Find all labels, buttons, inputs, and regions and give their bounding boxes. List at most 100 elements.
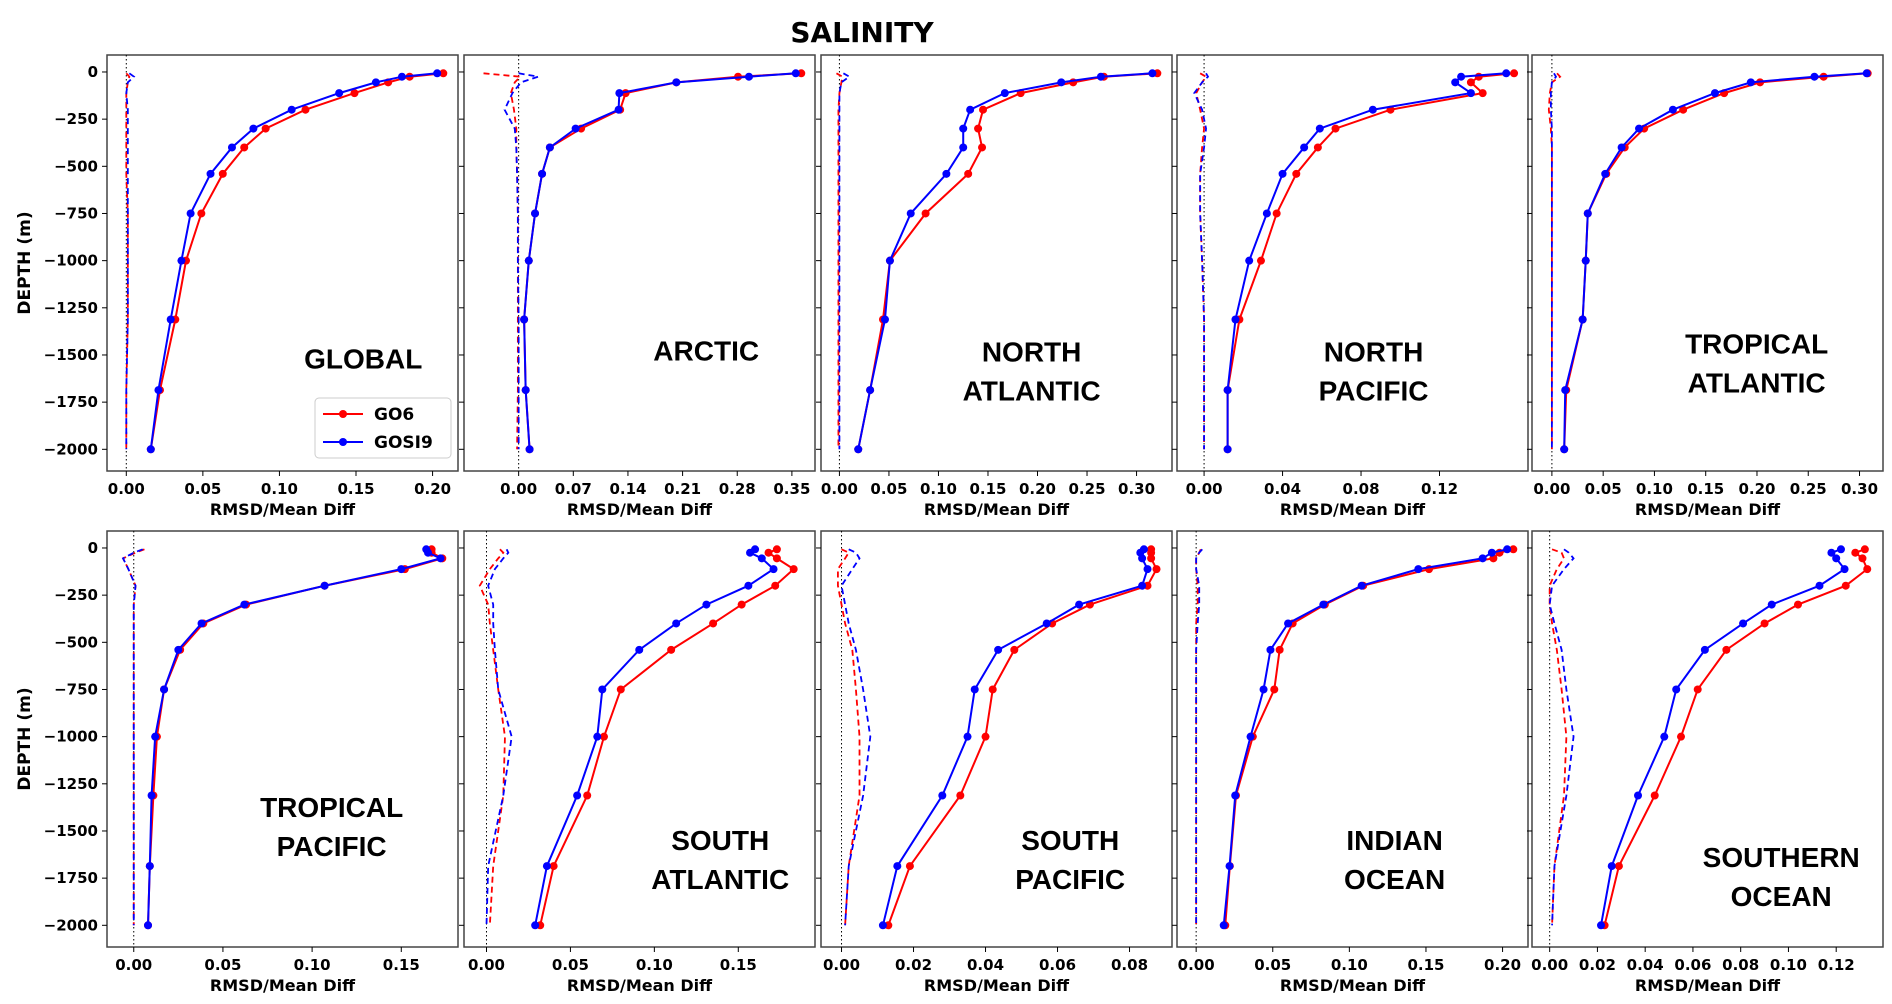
y-tick-label: −1500 xyxy=(44,346,98,364)
y-tick-label: −750 xyxy=(54,204,98,222)
region-label: OCEAN xyxy=(1344,864,1445,895)
x-tick-label: 0.25 xyxy=(1790,480,1827,498)
gosi9-rmsd-point xyxy=(791,69,800,78)
y-tick-label: −1750 xyxy=(44,869,98,887)
region-label: ATLANTIC xyxy=(963,376,1101,407)
x-axis-label: RMSD/Mean Diff xyxy=(1635,976,1781,995)
go6-rmsd-point xyxy=(764,548,773,557)
x-axis-label: RMSD/Mean Diff xyxy=(924,500,1070,519)
x-tick-label: 0.00 xyxy=(821,480,858,498)
region-label: TROPICAL xyxy=(260,792,403,823)
gosi9-rmsd-point xyxy=(521,386,530,395)
x-axis-label: RMSD/Mean Diff xyxy=(210,500,356,519)
panel-tropical-atlantic: 0.00 0.05 0.10 0.15 0.20 0.25 0.30 RMSD/Mean Di… xyxy=(1527,54,1884,519)
y-tick-label: −1250 xyxy=(44,299,98,317)
region-label: SOUTH xyxy=(1021,825,1119,856)
go6-rmsd-point xyxy=(988,685,997,694)
gosi9-rmsd-point xyxy=(1138,581,1147,590)
go6-rmsd-point xyxy=(240,143,249,152)
gosi9-rmsd-point xyxy=(702,600,711,609)
go6-rmsd-point xyxy=(1676,732,1685,741)
x-tick-label: 0.15 xyxy=(1407,956,1444,974)
gosi9-rmsd-point xyxy=(1266,645,1275,654)
gosi9-rmsd-point xyxy=(525,445,534,454)
gosi9-rmsd-point xyxy=(1810,72,1819,81)
y-tick-label: 0 xyxy=(88,539,98,557)
go6-rmsd-point xyxy=(1760,619,1769,628)
x-tick-label: 0.05 xyxy=(204,956,241,974)
go6-rmsd-point xyxy=(301,105,310,114)
gosi9-rmsd-point xyxy=(160,685,169,694)
gosi9-mean-diff-line xyxy=(840,548,872,926)
gosi9-rmsd-point xyxy=(436,554,445,563)
go6-rmsd-point xyxy=(350,89,359,98)
gosi9-rmsd-point xyxy=(1057,78,1066,87)
plot-frame xyxy=(463,530,816,948)
x-tick-label: 0.10 xyxy=(294,956,331,974)
gosi9-rmsd-point xyxy=(1138,554,1147,563)
gosi9-rmsd-point xyxy=(615,89,624,98)
gosi9-rmsd-point xyxy=(598,685,607,694)
go6-rmsd-point xyxy=(905,862,914,871)
x-tick-label: 0.00 xyxy=(115,956,152,974)
region-label: ARCTIC xyxy=(653,335,759,366)
legend-marker-go6 xyxy=(339,410,347,418)
legend: GO6 GOSI9 xyxy=(314,397,452,459)
gosi9-rmsd-point xyxy=(672,78,681,87)
gosi9-rmsd-point xyxy=(1457,72,1466,81)
gosi9-rmsd-point xyxy=(145,862,154,871)
x-tick-label: 0.00 xyxy=(1178,956,1215,974)
panel-south-atlantic: 0.00 0.05 0.10 0.15 RMSD/Mean Diff SOUTH ATLAN… xyxy=(459,530,816,995)
x-tick-label: 0.00 xyxy=(468,956,505,974)
gosi9-mean-diff-line xyxy=(1195,548,1203,926)
region-label: ATLANTIC xyxy=(651,864,789,895)
region-label: NORTH xyxy=(982,337,1082,368)
go6-rmsd-point xyxy=(1474,72,1483,81)
gosi9-mean-diff-line xyxy=(125,72,136,450)
x-tick-label: 0.05 xyxy=(552,956,589,974)
go6-rmsd-point xyxy=(974,124,983,133)
gosi9-rmsd-point xyxy=(966,105,975,114)
gosi9-rmsd-point xyxy=(1560,445,1569,454)
gosi9-rmsd-point xyxy=(1357,581,1366,590)
region-label: OCEAN xyxy=(1731,881,1832,912)
x-tick-label: 0.15 xyxy=(1687,480,1724,498)
gosi9-rmsd-point xyxy=(1739,619,1748,628)
region-label: TROPICAL xyxy=(1685,328,1828,359)
gosi9-rmsd-point xyxy=(520,315,529,324)
gosi9-rmsd-point xyxy=(1315,124,1324,133)
panels: 0 −250 −500 −750 −1000 −1250 −1500 −1750 −2000 0.… xyxy=(44,54,1884,995)
x-tick-label: 0.07 xyxy=(555,480,592,498)
gosi9-rmsd-point xyxy=(1607,862,1616,871)
gosi9-rmsd-point xyxy=(1836,545,1845,554)
gosi9-rmsd-point xyxy=(542,862,551,871)
x-tick-label: 0.00 xyxy=(1186,480,1223,498)
go6-rmsd-point xyxy=(1693,685,1702,694)
region-label: INDIAN xyxy=(1346,825,1442,856)
go6-rmsd-point xyxy=(1478,89,1487,98)
region-label: SOUTHERN xyxy=(1703,842,1860,873)
x-tick-label: 0.12 xyxy=(1818,956,1855,974)
go6-rmsd-point xyxy=(964,169,973,178)
gosi9-rmsd-point xyxy=(146,445,155,454)
gosi9-rmsd-point xyxy=(1503,545,1512,554)
plot-frame xyxy=(1531,54,1884,472)
x-tick-label: 0.30 xyxy=(1841,480,1878,498)
gosi9-rmsd-point xyxy=(335,89,344,98)
go6-rmsd-point xyxy=(1858,554,1867,563)
x-tick-label: 0.14 xyxy=(609,480,646,498)
panel-south-pacific: 0.00 0.02 0.04 0.06 0.08 RMSD/Mean Diff SOUTH P… xyxy=(816,530,1173,995)
gosi9-rmsd-point xyxy=(531,209,540,218)
gosi9-rmsd-point xyxy=(571,124,580,133)
gosi9-mean-diff-line xyxy=(1193,72,1210,450)
x-tick-label: 0.05 xyxy=(1585,480,1622,498)
x-tick-label: 0.08 xyxy=(1111,956,1148,974)
plot-frame xyxy=(463,54,816,472)
gosi9-rmsd-point xyxy=(1635,124,1644,133)
go6-rmsd-point xyxy=(771,581,780,590)
gosi9-rmsd-point xyxy=(1832,554,1841,563)
x-tick-label: 0.10 xyxy=(636,956,673,974)
gosi9-rmsd-point xyxy=(757,554,766,563)
y-tick-label: −500 xyxy=(54,157,98,175)
x-tick-label: 0.10 xyxy=(1770,956,1807,974)
